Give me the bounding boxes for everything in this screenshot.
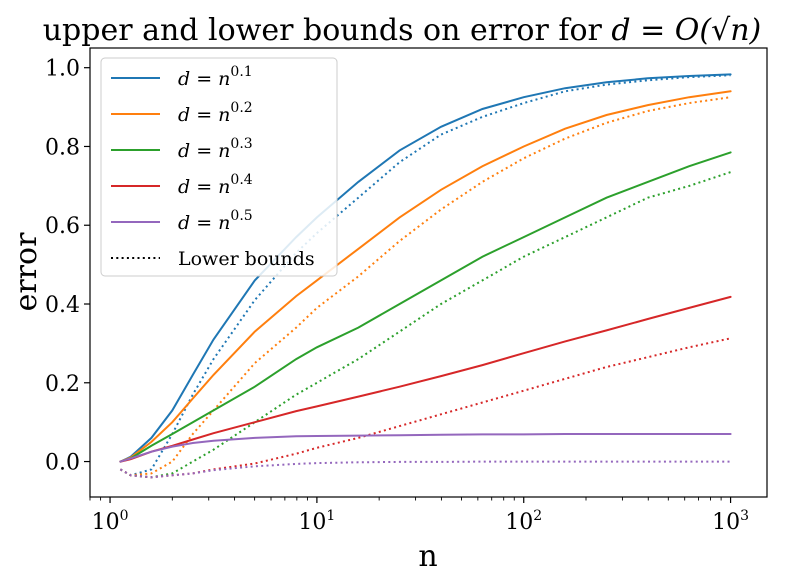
x-axis-label: n — [418, 539, 437, 574]
y-ticks: 0.0 0.2 0.4 0.6 0.8 1.0 — [45, 57, 90, 476]
x-ticks: 100 101 102 103 — [89, 497, 749, 535]
y-tick-label-5: 1.0 — [45, 57, 80, 82]
x-tick-label-2: 102 — [505, 508, 542, 535]
series-line-8 — [119, 433, 732, 463]
x-tick-label-0: 100 — [92, 508, 129, 535]
legend: d = n0.1 d = n0.2 d = n0.3 d = n0.4 d = n0.5… — [100, 57, 338, 277]
legend-frame — [100, 57, 338, 277]
y-tick-label-0: 0.0 — [45, 451, 80, 476]
y-tick-label-4: 0.8 — [45, 135, 80, 160]
series-line-4 — [119, 151, 732, 463]
chart-title: upper and lower bounds on error for d = … — [43, 13, 762, 48]
series-lines — [119, 73, 732, 479]
legend-items: d = n0.1 d = n0.2 d = n0.3 d = n0.4 d = n0.5… — [111, 64, 315, 270]
legend-label-1: d = n0.2 — [178, 100, 253, 126]
y-tick-label-1: 0.2 — [45, 372, 80, 397]
x-tick-label-1: 101 — [298, 508, 335, 535]
series-line-9 — [119, 460, 731, 479]
x-tick-label-3: 103 — [712, 508, 749, 535]
legend-label-4: d = n0.5 — [178, 208, 253, 234]
series-line-0 — [119, 73, 732, 463]
y-axis-label: error — [9, 232, 44, 311]
series-line-5 — [119, 171, 731, 479]
y-tick-label-3: 0.6 — [45, 214, 80, 239]
legend-label-3: d = n0.4 — [178, 172, 253, 198]
series-line-2 — [119, 90, 732, 463]
y-tick-label-2: 0.4 — [45, 293, 80, 318]
chart-title-text: upper and lower bounds on error for — [43, 13, 612, 48]
legend-label-2: d = n0.3 — [178, 136, 253, 162]
chart-title-math: d = O(√n) — [611, 13, 761, 48]
legend-label-0: d = n0.1 — [178, 64, 253, 90]
legend-label-lower: Lower bounds — [178, 248, 315, 270]
